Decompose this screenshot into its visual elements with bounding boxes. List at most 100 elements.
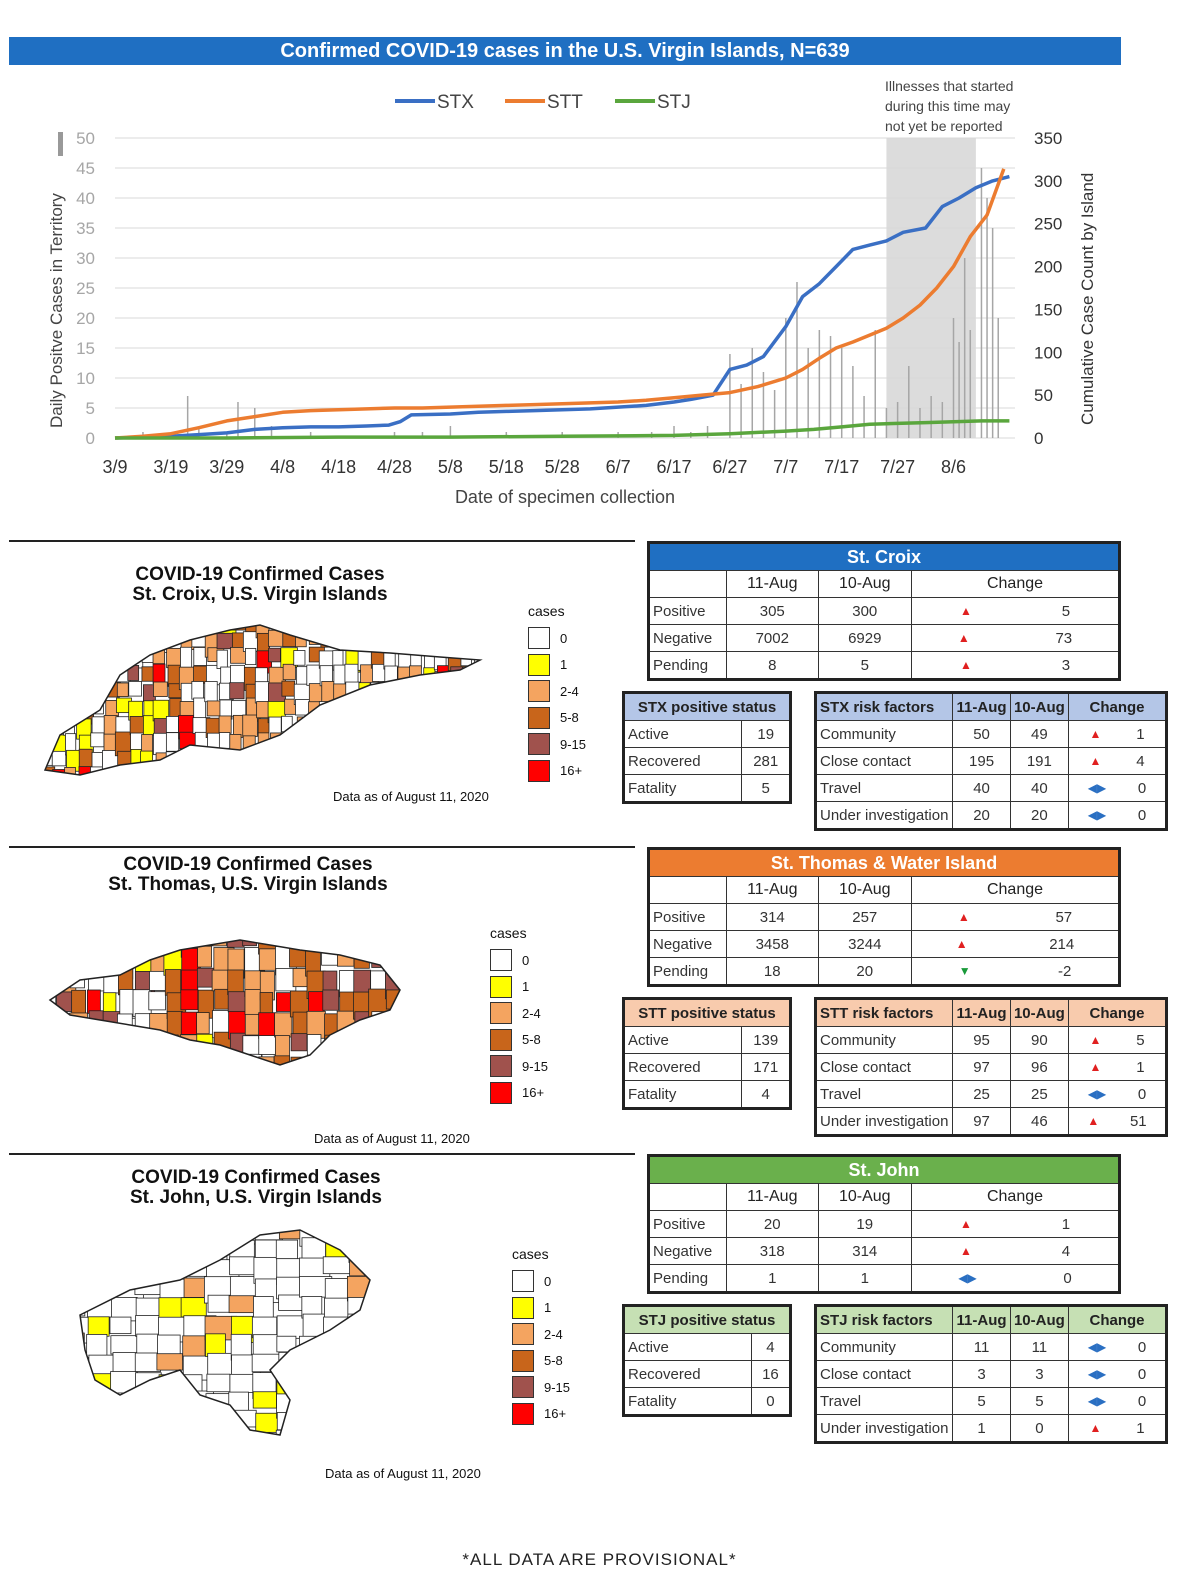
map-district (293, 751, 308, 775)
change-value: 0 (1137, 1338, 1147, 1356)
map-district (283, 625, 299, 633)
column-header: 11-Aug (726, 570, 819, 598)
legend-label: 1 (544, 1300, 552, 1316)
map-district (273, 1055, 291, 1065)
map-district (115, 625, 129, 629)
up-arrow-icon: ▲ (957, 631, 970, 645)
table-row: Fatality 4 (622, 1080, 791, 1109)
value-cell: 171 (741, 1053, 791, 1081)
map-district (395, 1220, 420, 1239)
series-line-stt (114, 168, 1006, 440)
map-district (72, 948, 89, 968)
map-district (220, 750, 233, 770)
map-district (231, 700, 247, 717)
map-district (182, 907, 202, 928)
map-district (306, 1034, 322, 1061)
map-district (293, 1097, 307, 1117)
map-district (261, 905, 277, 933)
legend-label: 9-15 (522, 1058, 549, 1074)
map-district (133, 1097, 147, 1120)
map-district (347, 1313, 370, 1333)
up-arrow-icon: ▲ (1089, 754, 1102, 768)
map-district (354, 1011, 371, 1035)
row-label: Under investigation (814, 801, 954, 830)
map-district (66, 625, 80, 631)
map-district (101, 1034, 119, 1061)
map-district (370, 1056, 386, 1065)
map-district (447, 631, 463, 655)
map-district (90, 732, 105, 748)
map-district (421, 625, 437, 638)
map-district (432, 1014, 452, 1042)
table-row: Pending 8 5 ▲ 3 (648, 651, 1120, 680)
map-district (88, 631, 102, 653)
map-district (461, 733, 476, 754)
table-row: Travel 25 25 ◀▶ 0 (814, 1080, 1167, 1108)
x-tick-label: 8/6 (941, 457, 966, 477)
legend-label: 2-4 (544, 1326, 563, 1342)
map-district (485, 650, 498, 666)
map-district (229, 1409, 257, 1428)
row-label: Negative (648, 624, 727, 652)
map-district (283, 751, 301, 775)
map-district (346, 1230, 370, 1246)
change-value: 4 (1136, 752, 1145, 770)
map-district (180, 646, 193, 668)
map-district (50, 681, 68, 705)
map-district (331, 625, 350, 631)
map-district (300, 1354, 329, 1377)
change-value: 1 (1136, 725, 1145, 743)
map-district (410, 731, 423, 748)
change-cell: ◀▶ 0 (1068, 1387, 1167, 1415)
value-cell: 3458 (726, 930, 819, 958)
map-district (179, 1053, 194, 1065)
legend-row: 5-8 (528, 705, 586, 732)
row-label: Community (814, 1026, 954, 1054)
x-tick-label: 3/19 (153, 457, 188, 477)
map-district (155, 766, 173, 775)
map-district (472, 665, 480, 683)
map-district (384, 1099, 397, 1120)
blank-cell (648, 876, 727, 904)
map-district (464, 1055, 480, 1082)
map-district (258, 948, 278, 971)
map-district (207, 1294, 231, 1313)
change-value: 5 (1061, 602, 1071, 620)
legend-label: 1 (522, 979, 530, 995)
legend-label: 9-15 (560, 736, 587, 752)
right-tick-label: 350 (1034, 129, 1062, 148)
legend-label-stx: STX (437, 92, 474, 113)
value-cell: 257 (817, 903, 913, 931)
map-district (297, 734, 312, 756)
value-cell: 11 (952, 1333, 1011, 1361)
map-district (322, 940, 342, 951)
table-row: Positive 314 257 ▲ 57 (648, 903, 1120, 931)
map-district (275, 1239, 298, 1260)
map-district (461, 680, 474, 701)
stt-risk-title: STT risk factors (814, 998, 954, 1027)
legend-swatch (490, 949, 512, 972)
value-cell: 18 (726, 957, 819, 986)
value-cell: 314 (726, 903, 819, 931)
change-value: 3 (1061, 656, 1071, 674)
map-district (385, 906, 399, 929)
map-district (431, 928, 451, 952)
map-district (349, 1392, 370, 1417)
map-district (50, 1033, 59, 1060)
map-district (183, 1097, 205, 1120)
row-label: Close contact (814, 747, 954, 775)
stx-risk-title: STX risk factors (814, 692, 954, 721)
map-district (213, 1078, 233, 1103)
map-district (50, 1013, 59, 1042)
value-cell: 95 (952, 1026, 1011, 1054)
map-district (410, 767, 422, 775)
map-district (42, 1276, 75, 1299)
map-district (85, 1258, 114, 1281)
left-tick-label: 45 (76, 159, 95, 178)
map-district (322, 989, 340, 1011)
map-district (371, 1432, 396, 1450)
map-district (218, 732, 231, 749)
change-value: 1 (1136, 1419, 1145, 1437)
map-district (90, 680, 104, 701)
map-district (40, 907, 58, 926)
